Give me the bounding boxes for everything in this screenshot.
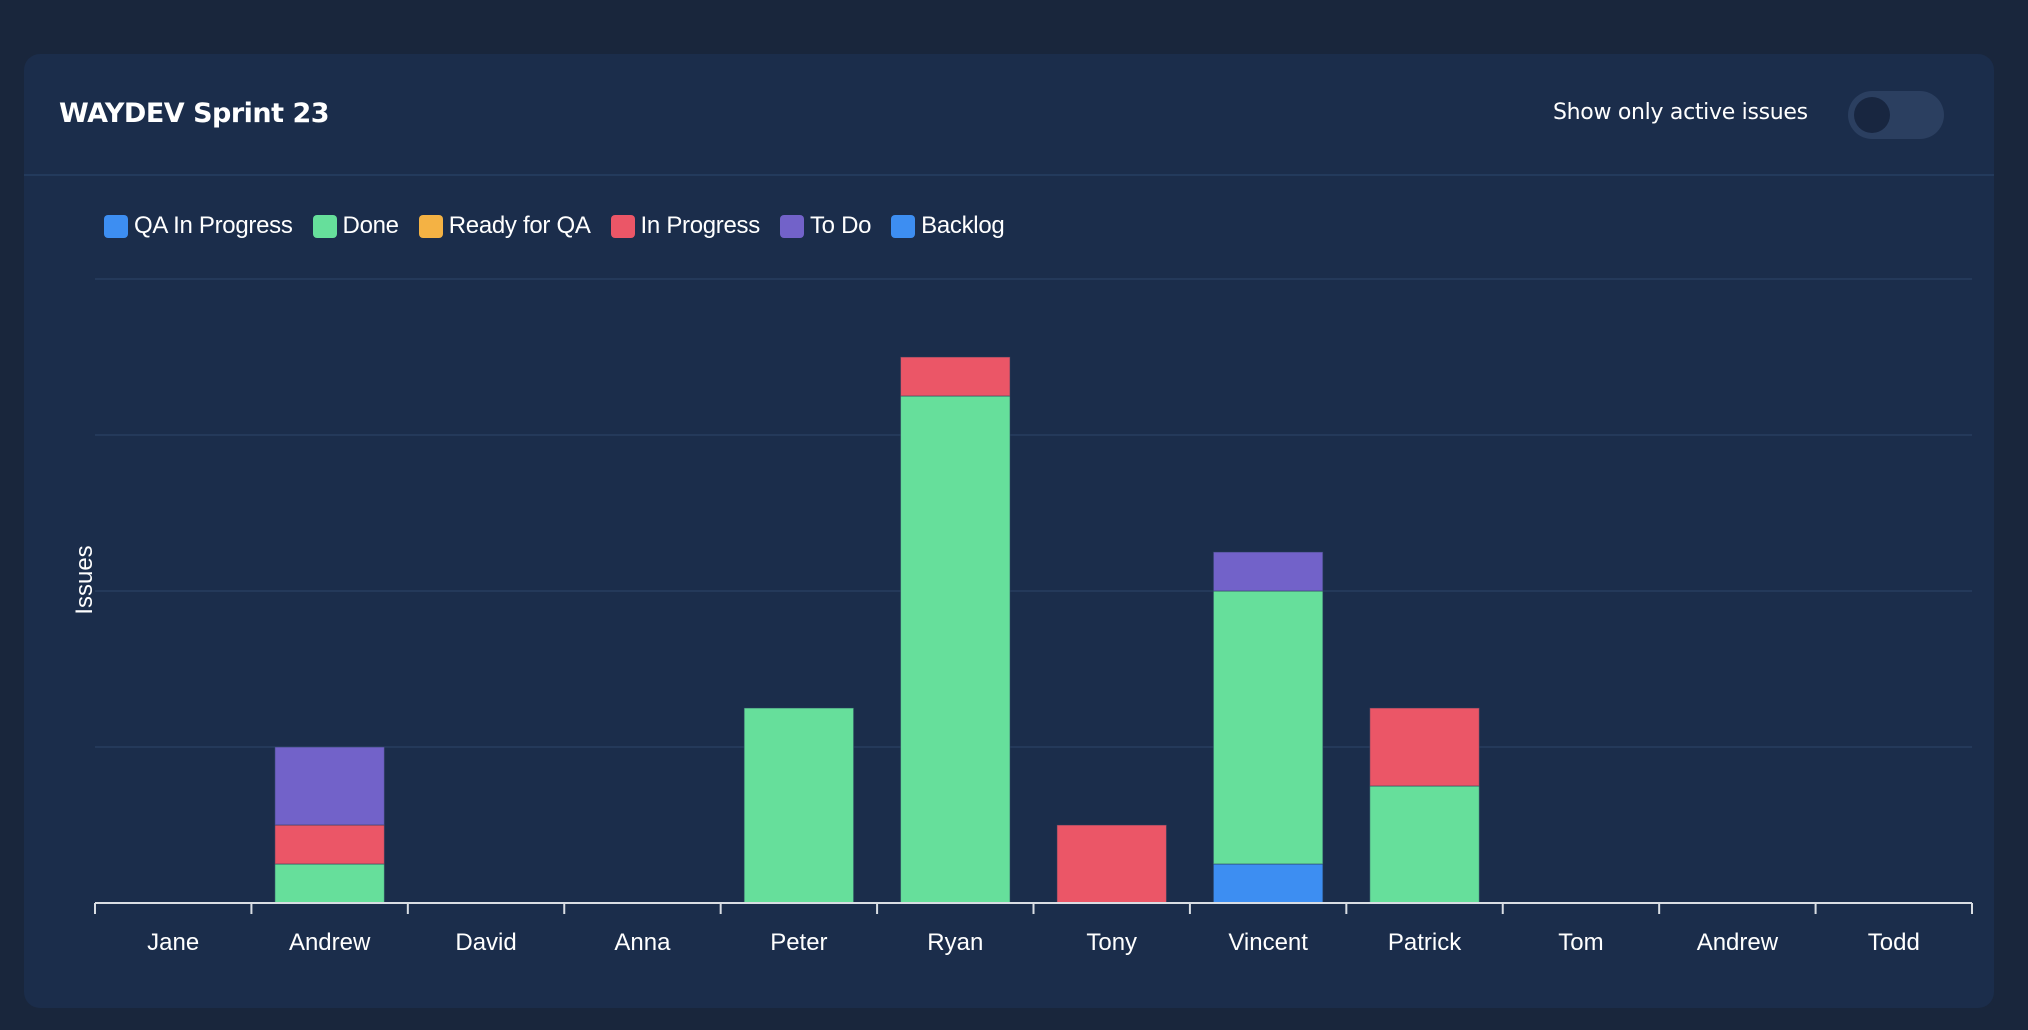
x-tick-label: Ryan [927,929,983,956]
bars [274,356,1480,904]
legend-label: In Progress [640,212,761,239]
x-tick-label: David [455,929,516,956]
chart-title: WAYDEV Sprint 23 [59,98,330,129]
toggle-knob[interactable] [1854,97,1890,133]
legend-item-backlog[interactable]: Backlog [891,212,1005,240]
x-tick-label: Peter [770,929,827,956]
legend-label: Backlog [921,212,1005,239]
active-issues-toggle[interactable] [1848,91,1944,139]
legend-label: To Do [809,212,872,239]
chart-legend: QA In Progress Done Ready for QA In Progres… [104,211,1024,241]
legend-item-qa-in-progress[interactable]: QA In Progress [104,212,293,240]
bar-segment-patrick-done[interactable] [1369,785,1480,904]
grid-lines [95,278,1972,748]
x-tick-label: Andrew [1697,929,1779,956]
legend-swatch [610,214,635,238]
legend-item-ready-for-qa[interactable]: Ready for QA [418,212,591,240]
bar-segment-andrew-to-do[interactable] [274,746,385,826]
x-tick-label: Tom [1558,929,1603,956]
legend-label: Ready for QA [448,212,591,239]
bar-segment-vincent-qa-in-progress[interactable] [1212,863,1324,904]
bar-segment-patrick-in-progress[interactable] [1369,707,1480,787]
bar-segment-tony-in-progress[interactable] [1056,824,1167,904]
x-tick-label: Andrew [289,929,371,956]
legend-swatch [104,214,128,238]
bar-segment-peter-done[interactable] [743,707,855,904]
header-divider [24,174,1994,176]
legend-swatch [312,214,337,238]
x-axis: Jane Andrew David Anna Peter Ryan Tony Vincent P… [94,902,1973,956]
legend-item-in-progress[interactable]: In Progress [610,212,761,240]
legend-item-to-do[interactable]: To Do [779,212,872,240]
x-tick-label: Tony [1086,929,1137,956]
x-tick-label: Vincent [1228,929,1308,956]
bar-segment-vincent-to-do[interactable] [1212,551,1324,592]
x-tick-label: Patrick [1388,929,1462,956]
bar-segment-ryan-in-progress[interactable] [900,356,1011,397]
legend-item-done[interactable]: Done [312,212,399,240]
bar-segment-andrew-done[interactable] [274,863,385,904]
legend-label: Done [342,212,399,239]
active-issues-toggle-label: Show only active issues [1553,100,1808,125]
bar-segment-vincent-done[interactable] [1212,590,1324,865]
legend-swatch [779,214,804,238]
x-tick-label: Todd [1868,929,1920,956]
bar-segment-andrew-in-progress[interactable] [274,824,385,865]
legend-swatch [418,214,443,238]
y-axis-label: Issues [71,545,98,614]
legend-label: QA In Progress [134,212,293,239]
bar-segment-ryan-done[interactable] [900,395,1011,904]
x-tick-label: Anna [614,929,671,956]
legend-swatch [891,214,916,238]
x-tick-label: Jane [147,929,199,956]
